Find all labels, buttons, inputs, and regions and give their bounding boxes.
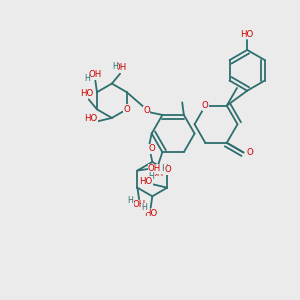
Text: O: O (123, 105, 130, 114)
Text: O: O (246, 148, 253, 157)
Text: H: H (148, 172, 154, 181)
Text: OH: OH (89, 70, 102, 80)
Text: OH: OH (151, 169, 164, 178)
Text: O: O (123, 105, 130, 114)
Text: HO: HO (241, 30, 254, 39)
Text: O: O (246, 148, 253, 157)
Text: O: O (143, 106, 150, 116)
Text: OH: OH (113, 63, 127, 72)
Text: HO: HO (140, 177, 153, 186)
Text: HO: HO (80, 89, 94, 98)
Text: H: H (141, 203, 147, 212)
Text: O: O (202, 101, 209, 110)
Text: O: O (164, 165, 171, 174)
Text: OH: OH (133, 200, 146, 209)
Text: HO: HO (84, 114, 97, 123)
Text: O: O (202, 101, 209, 110)
Text: H: H (161, 164, 167, 173)
Text: H: H (112, 62, 118, 71)
Text: OH: OH (148, 164, 161, 173)
Text: H: H (127, 196, 133, 206)
Text: O: O (164, 165, 171, 174)
Text: O: O (148, 144, 155, 153)
Text: H: H (84, 74, 90, 83)
Text: HO: HO (144, 209, 157, 218)
